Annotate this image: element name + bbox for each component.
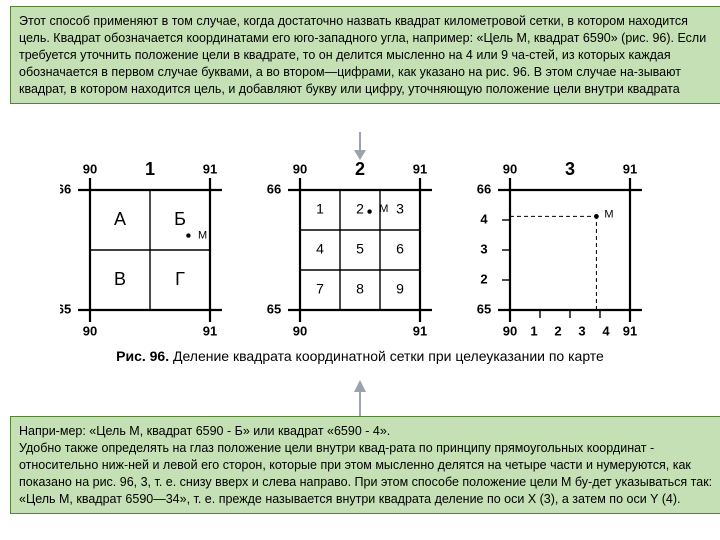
svg-text:7: 7 [316, 281, 324, 297]
svg-text:66: 66 [477, 181, 491, 196]
svg-text:2: 2 [480, 271, 487, 286]
example-text: Напри-мер: «Цель М, квадрат 6590 - Б» ил… [19, 424, 712, 506]
svg-text:2: 2 [355, 160, 365, 179]
svg-text:Б: Б [174, 209, 186, 229]
svg-text:М: М [379, 203, 388, 215]
svg-text:66: 66 [60, 181, 71, 196]
svg-text:66: 66 [267, 181, 281, 196]
svg-text:4: 4 [480, 211, 488, 226]
svg-text:4: 4 [316, 241, 324, 257]
svg-text:90: 90 [293, 161, 307, 176]
svg-text:65: 65 [60, 301, 71, 316]
svg-text:90: 90 [83, 161, 97, 176]
figure-96: 1909166659091АБВГМ2909166659091123456789… [60, 160, 660, 340]
intro-text: Этот способ применяют в том случае, когд… [19, 14, 706, 96]
svg-text:90: 90 [83, 323, 97, 338]
svg-text:9: 9 [396, 281, 404, 297]
svg-text:8: 8 [356, 281, 364, 297]
svg-text:В: В [114, 269, 126, 289]
svg-text:91: 91 [413, 161, 427, 176]
svg-text:91: 91 [623, 323, 637, 338]
svg-text:3: 3 [480, 241, 487, 256]
svg-text:91: 91 [623, 161, 637, 176]
figure-caption: Рис. 96. Деление квадрата координатной с… [0, 348, 720, 364]
svg-text:90: 90 [293, 323, 307, 338]
svg-text:90: 90 [503, 161, 517, 176]
svg-text:90: 90 [503, 323, 517, 338]
svg-text:2: 2 [554, 323, 561, 338]
svg-text:1: 1 [316, 201, 324, 217]
svg-text:6: 6 [396, 241, 404, 257]
example-textbox: Напри-мер: «Цель М, квадрат 6590 - Б» ил… [10, 416, 720, 514]
svg-text:М: М [604, 208, 613, 220]
svg-text:М: М [198, 230, 207, 242]
svg-text:65: 65 [477, 301, 491, 316]
svg-text:3: 3 [578, 323, 585, 338]
svg-text:91: 91 [413, 323, 427, 338]
intro-textbox: Этот способ применяют в том случае, когд… [10, 6, 720, 104]
svg-text:А: А [114, 209, 126, 229]
svg-text:3: 3 [396, 201, 404, 217]
svg-text:91: 91 [203, 323, 217, 338]
svg-text:1: 1 [145, 160, 155, 179]
svg-text:5: 5 [356, 241, 364, 257]
svg-text:4: 4 [602, 323, 610, 338]
svg-text:3: 3 [565, 160, 575, 179]
svg-text:91: 91 [203, 161, 217, 176]
arrow-down-1 [352, 132, 368, 160]
caption-rest: Деление квадрата координатной сетки при … [169, 348, 604, 364]
svg-text:2: 2 [356, 201, 364, 217]
arrow-up-1 [352, 380, 368, 416]
caption-bold: Рис. 96. [116, 348, 169, 364]
svg-text:Г: Г [175, 269, 185, 289]
svg-text:65: 65 [267, 301, 281, 316]
svg-text:1: 1 [530, 323, 537, 338]
